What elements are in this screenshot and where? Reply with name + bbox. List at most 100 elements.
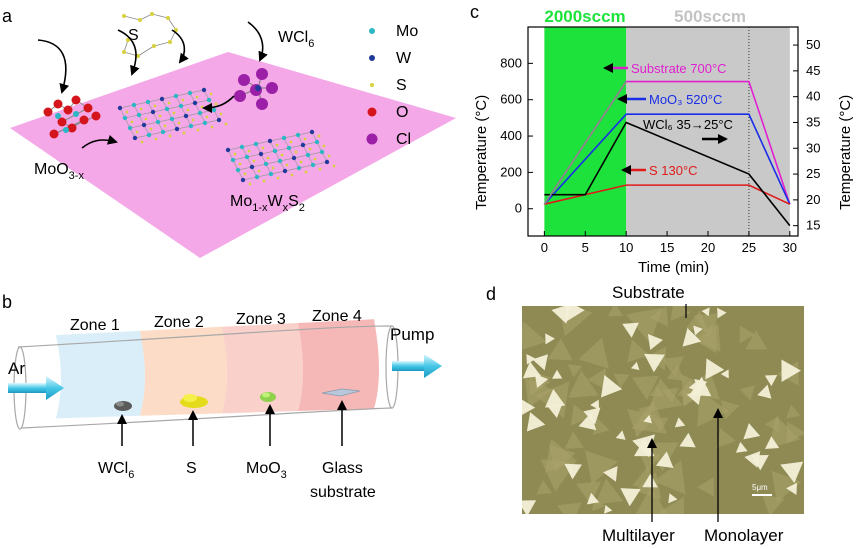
flow-region-2	[626, 27, 790, 236]
x-tick-label: 10	[619, 240, 633, 255]
x-tick-label: 30	[783, 240, 797, 255]
x-tick-label: 5	[582, 240, 589, 255]
y-tick-label-right: 45	[806, 63, 820, 78]
label-moo3-x: MoO3-x	[34, 161, 84, 182]
label-monolayer: Monolayer	[704, 526, 784, 545]
y-tick-label-left: 600	[500, 92, 522, 107]
label-wcl6-source: WCl6	[98, 460, 134, 481]
series-line-5	[543, 81, 627, 205]
wcl6-source	[114, 401, 132, 411]
y-tick-label-right: 30	[806, 140, 820, 155]
flow-region-label-2: 500sccm	[674, 7, 746, 26]
label-multilayer: Multilayer	[602, 526, 675, 545]
flow-region-1	[544, 27, 627, 236]
y-axis-label-left: Temperature (°C)	[473, 95, 490, 210]
x-tick-label: 0	[541, 240, 548, 255]
zone-3: Zone 3	[222, 311, 303, 414]
panel-d: d 5μm Substrate Multilayer Monolayer	[486, 283, 804, 545]
label-s-source: S	[186, 460, 197, 477]
lattice-right	[225, 129, 336, 186]
zone-label-4: Zone 4	[312, 308, 362, 325]
panel-c: c 2000sccm 500sccm 0 5 10 15 20 25 30 0 200 400 600 8…	[470, 2, 854, 276]
label-glass: Glass	[322, 460, 363, 477]
legend-dot-mo	[369, 28, 375, 34]
label-alloy: Mo1-xWxS2	[230, 193, 305, 214]
legend-dot-o	[367, 107, 377, 117]
label-s: S	[128, 27, 139, 44]
moo3-cluster	[43, 95, 101, 139]
legend-dot-w	[369, 55, 375, 61]
y-tick-label-right: 35	[806, 114, 820, 129]
y-tick-label-left: 800	[500, 55, 522, 70]
y-tick-label-right: 40	[806, 89, 820, 104]
plot-frame	[527, 26, 799, 237]
s-source	[180, 394, 208, 408]
legend-label-mo: Mo	[396, 23, 418, 40]
legend-label-w: W	[396, 50, 412, 67]
y-tick-label-right: 20	[806, 192, 820, 207]
arrow-down-left	[37, 39, 70, 94]
y-axis-label-right: Temperature (°C)	[837, 95, 854, 210]
series-group	[543, 80, 791, 227]
panel-label-a: a	[2, 6, 13, 26]
label-ar: Ar	[8, 359, 25, 378]
svg-text:WCl₆ 35→25°C: WCl₆ 35→25°C	[643, 117, 733, 132]
annotation-4: S 130°C	[621, 163, 698, 178]
zone-label-3: Zone 3	[236, 311, 286, 328]
svg-text:S 130°C: S 130°C	[649, 163, 698, 178]
zone-label-1: Zone 1	[70, 317, 120, 334]
series-line-4	[544, 121, 791, 227]
zone-2: Zone 2	[140, 314, 227, 416]
glass-substrate	[321, 388, 361, 397]
zone-1: Zone 1	[56, 317, 145, 419]
s-molecule	[122, 12, 178, 58]
label-substrate-d: Substrate	[612, 283, 685, 302]
x-tick-label: 25	[742, 240, 756, 255]
pump-outlet-arrow	[392, 354, 442, 378]
y-tick-label-right: 25	[806, 166, 820, 181]
label-wcl6: WCl6	[278, 29, 314, 50]
arrow-s-2	[171, 29, 189, 64]
legend-label-o: O	[396, 104, 408, 121]
zone-4: Zone 4	[298, 308, 379, 412]
panel-b: b Zone 1 Zone 2 Zone 3 Zone 4 Ar Pump	[2, 292, 442, 501]
moo3-source	[260, 392, 276, 402]
arrow-wcl6	[247, 21, 268, 62]
legend-dot-cl	[366, 133, 378, 145]
arrow-moo3-lattice	[81, 134, 118, 149]
y-tick-label-right: 50	[806, 37, 820, 52]
wcl6-cluster	[234, 68, 278, 110]
y-tick-label-left: 200	[500, 164, 522, 179]
y-tick-label-left: 400	[500, 128, 522, 143]
x-tick-label: 20	[701, 240, 715, 255]
y-tick-label-left: 0	[515, 201, 522, 216]
series-annotations: Substrate 700°C MoO₃ 520°C WCl₆ 35→25°C S 1…	[603, 61, 733, 178]
arrow-s-1	[117, 29, 140, 76]
scale-bar-label: 5μm	[752, 483, 768, 492]
tube-top-edge	[17, 325, 393, 348]
lattice-left	[117, 87, 228, 144]
atom-legend: Mo WSO Cl	[366, 23, 418, 148]
axes: 2000sccm 500sccm 0 5 10 15 20 25 30 0 200 400 600 800…	[500, 7, 820, 255]
legend-label-cl: Cl	[396, 131, 411, 148]
label-moo3-source: MoO3	[246, 460, 287, 481]
label-pump: Pump	[390, 325, 434, 344]
flow-region-label-1: 2000sccm	[544, 7, 625, 26]
tube-bottom-edge	[21, 407, 393, 429]
x-tick-label: 15	[660, 240, 674, 255]
annotation-1: Substrate 700°C	[603, 61, 727, 76]
legend-dot-s	[370, 83, 374, 87]
ar-inlet-arrow	[8, 376, 64, 400]
panel-label-d: d	[486, 284, 496, 304]
svg-text:Substrate 700°C: Substrate 700°C	[631, 61, 727, 76]
substrate-plane	[10, 52, 456, 258]
zone-label-2: Zone 2	[154, 314, 204, 331]
y-tick-label-right: 15	[806, 218, 820, 233]
svg-text:MoO₃ 520°C: MoO₃ 520°C	[649, 92, 722, 107]
annotation-3: WCl₆ 35→25°C	[643, 117, 733, 144]
label-substrate: substrate	[310, 484, 376, 501]
panel-label-b: b	[2, 292, 12, 312]
annotation-2: MoO₃ 520°C	[617, 92, 722, 107]
